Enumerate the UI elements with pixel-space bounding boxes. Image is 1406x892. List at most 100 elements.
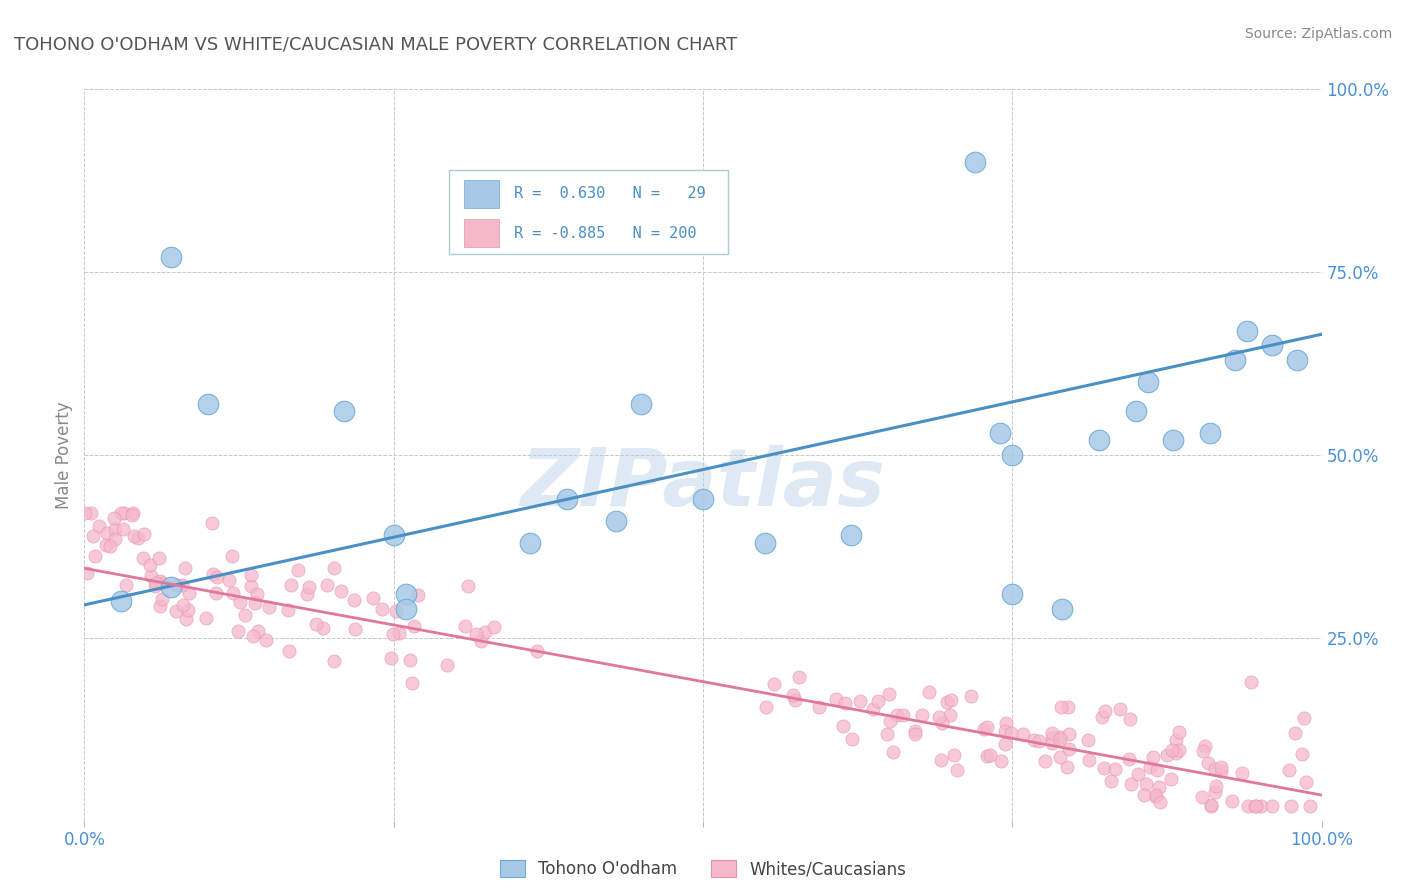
Point xyxy=(990,754,1012,768)
Point xyxy=(994,716,1017,731)
Point xyxy=(1204,785,1226,799)
Point xyxy=(876,727,898,741)
Point xyxy=(787,670,810,684)
Point xyxy=(343,593,366,607)
Point xyxy=(329,583,352,598)
Point xyxy=(1146,788,1168,802)
Point xyxy=(173,598,195,612)
Point xyxy=(1033,754,1056,768)
Point xyxy=(104,532,127,546)
Point xyxy=(197,397,219,411)
Point xyxy=(465,627,488,641)
Point xyxy=(976,720,998,734)
Point xyxy=(1240,674,1263,689)
Point xyxy=(1135,777,1157,791)
Point xyxy=(1292,711,1315,725)
Point xyxy=(1057,727,1080,741)
Point xyxy=(1028,734,1050,748)
Point xyxy=(1236,324,1258,338)
Point xyxy=(160,251,183,265)
Point xyxy=(174,612,197,626)
Point xyxy=(201,566,224,581)
Point xyxy=(143,579,166,593)
Point xyxy=(1057,742,1080,756)
Point xyxy=(148,551,170,566)
Point xyxy=(1077,732,1099,747)
Point xyxy=(333,404,356,418)
Point xyxy=(1126,767,1149,781)
Point xyxy=(1211,764,1233,778)
Point xyxy=(931,715,953,730)
Point xyxy=(834,697,856,711)
Point xyxy=(1146,764,1168,778)
Point xyxy=(943,747,966,762)
Point xyxy=(1104,762,1126,776)
Point xyxy=(1000,726,1022,740)
Point xyxy=(132,527,155,541)
Point xyxy=(1244,798,1267,813)
Point xyxy=(1119,777,1142,791)
Point xyxy=(226,624,249,638)
Point xyxy=(145,576,167,591)
Point xyxy=(1040,731,1063,745)
Point xyxy=(1161,743,1184,757)
Point xyxy=(323,561,346,575)
Point xyxy=(1199,425,1222,440)
Point xyxy=(87,519,110,533)
Point xyxy=(1040,736,1063,750)
Point xyxy=(470,633,492,648)
Point xyxy=(380,651,402,665)
Point xyxy=(177,603,200,617)
Point xyxy=(1298,799,1320,814)
Point xyxy=(1223,352,1246,367)
Point xyxy=(1230,765,1253,780)
Point xyxy=(132,551,155,566)
Point xyxy=(1118,752,1140,766)
Point xyxy=(201,516,224,530)
Text: TOHONO O'ODHAM VS WHITE/CAUCASIAN MALE POVERTY CORRELATION CHART: TOHONO O'ODHAM VS WHITE/CAUCASIAN MALE P… xyxy=(14,36,737,54)
Point xyxy=(1056,760,1078,774)
Point xyxy=(80,507,103,521)
Point xyxy=(1022,732,1045,747)
Point xyxy=(304,617,326,632)
Point xyxy=(287,563,309,577)
Point xyxy=(1049,749,1071,764)
Point xyxy=(121,507,143,521)
Point xyxy=(862,702,884,716)
Point xyxy=(127,532,149,546)
Point xyxy=(110,594,132,608)
Point xyxy=(935,695,957,709)
Point xyxy=(1279,799,1302,814)
Point xyxy=(150,591,173,606)
Point xyxy=(605,514,627,528)
Point xyxy=(1049,700,1071,714)
Point xyxy=(257,600,280,615)
Point xyxy=(1149,795,1171,809)
Point xyxy=(402,619,425,633)
Point xyxy=(904,727,927,741)
Point xyxy=(1261,338,1284,352)
Point xyxy=(221,585,243,599)
Point xyxy=(295,587,318,601)
Point xyxy=(1194,739,1216,753)
Point xyxy=(1209,760,1232,774)
Point xyxy=(1001,587,1024,601)
Point xyxy=(179,585,201,599)
Point xyxy=(1166,747,1188,761)
Point xyxy=(401,676,423,690)
Point xyxy=(994,723,1017,738)
Point xyxy=(166,578,188,592)
Point xyxy=(115,578,138,592)
Point xyxy=(1197,756,1219,770)
Point xyxy=(160,580,183,594)
Point xyxy=(207,569,229,583)
Point xyxy=(973,722,995,736)
Point xyxy=(1091,710,1114,724)
Point xyxy=(824,692,846,706)
Point xyxy=(929,753,952,767)
Point xyxy=(316,578,339,592)
Point xyxy=(1057,700,1080,714)
Point xyxy=(841,528,863,542)
Point xyxy=(406,589,429,603)
Point xyxy=(474,625,496,640)
